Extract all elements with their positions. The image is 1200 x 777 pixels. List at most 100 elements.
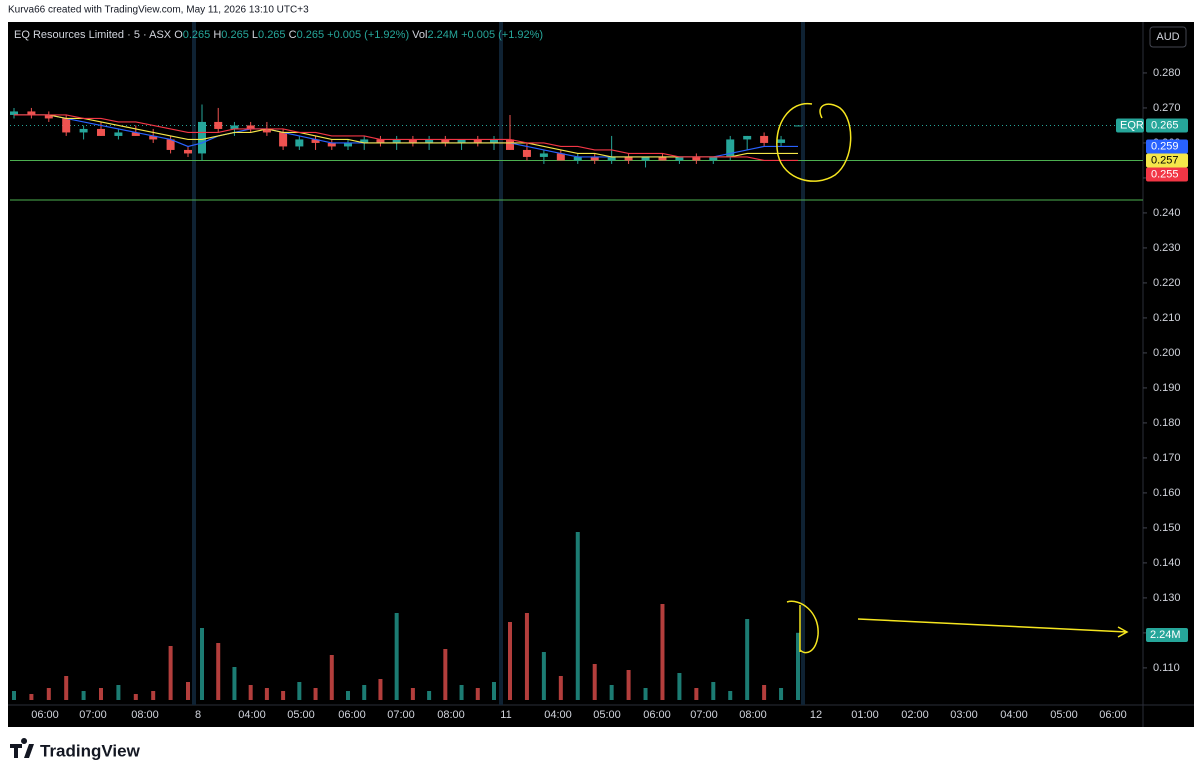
- volume-bar: [541, 652, 546, 700]
- candle-body: [279, 132, 288, 147]
- x-tick-label: 06:00: [643, 709, 671, 721]
- volume-bar: [264, 688, 269, 700]
- y-tick-label: 0.130: [1153, 592, 1181, 604]
- candle-body: [777, 139, 786, 143]
- chart-panel: [8, 22, 1194, 727]
- x-tick-label: 8: [195, 709, 201, 721]
- legend-value: 0.265: [183, 29, 211, 41]
- price-tag: [1146, 153, 1188, 168]
- legend-key: L: [252, 29, 258, 41]
- candle-body: [230, 125, 239, 129]
- legend-title: EQ Resources Limited · 5 · ASX: [14, 29, 172, 41]
- brand-name: TradingView: [40, 741, 141, 760]
- candle-body: [184, 149, 192, 154]
- y-tick-label: 0.230: [1153, 242, 1181, 254]
- volume-bar: [609, 685, 614, 700]
- candle-body: [726, 139, 735, 157]
- candle-body: [473, 139, 482, 143]
- volume-bar: [313, 688, 318, 700]
- volume-bar: [64, 676, 69, 700]
- candle-body: [709, 156, 718, 161]
- x-tick-label: 04:00: [238, 709, 266, 721]
- price-tag-label: 0.255: [1151, 168, 1179, 180]
- y-tick-label: 0.210: [1153, 312, 1181, 324]
- volume-bar: [728, 691, 733, 700]
- legend-change: +0.005 (+1.92%): [327, 29, 409, 41]
- x-tick-label: 01:00: [851, 709, 879, 721]
- session-dividers: [192, 22, 805, 705]
- candle-body: [295, 139, 304, 147]
- candle-body: [522, 149, 531, 157]
- bracket-annotation: [786, 600, 819, 654]
- x-tick-label: 11: [500, 709, 511, 721]
- candle-body: [408, 139, 417, 143]
- candle-body: [327, 142, 336, 147]
- y-tick-label: 0.110: [1153, 662, 1180, 674]
- price-tag-label: 0.265: [1151, 119, 1179, 131]
- session-divider: [192, 22, 196, 705]
- volume-bar: [116, 685, 121, 700]
- x-tick-label: 05:00: [593, 709, 621, 721]
- candle-body: [311, 139, 320, 143]
- volume-bar: [200, 628, 204, 700]
- price-tag-label: 0.259: [1151, 140, 1179, 152]
- volume-bar: [12, 691, 16, 700]
- volume-bar: [232, 667, 237, 700]
- y-tick-label: 0.200: [1153, 347, 1181, 359]
- y-tick-label: 0.280: [1153, 67, 1181, 79]
- candle-body: [62, 118, 71, 133]
- volume-bar: [524, 613, 529, 700]
- chart-layer: 0.2800.2700.2600.2500.2400.2300.2200.210…: [10, 29, 1188, 721]
- candle-body: [376, 139, 385, 143]
- legend-value: 0.265: [221, 29, 249, 41]
- volume-bar: [133, 694, 138, 700]
- volume-bar: [492, 682, 496, 700]
- y-tick-label: 0.220: [1153, 277, 1181, 289]
- legend-key: Vol: [412, 29, 427, 41]
- x-tick-label: 07:00: [387, 709, 415, 721]
- volume-bar: [346, 691, 350, 700]
- volume-bar: [711, 682, 716, 700]
- volume-bar: [508, 622, 512, 700]
- x-tick-label: 02:00: [901, 709, 929, 721]
- y-tick-label: 0.160: [1153, 487, 1181, 499]
- annotations: [776, 102, 1129, 654]
- candle-body: [506, 139, 514, 150]
- candle-body: [79, 128, 88, 133]
- candle-body: [27, 111, 36, 115]
- x-tick-label: 06:00: [31, 709, 59, 721]
- brand: TradingView: [10, 738, 141, 760]
- volume-bar: [29, 694, 34, 700]
- volume-bar: [281, 691, 286, 700]
- legend-value: 0.265: [297, 29, 325, 41]
- candle-body: [658, 156, 667, 161]
- volume-bar: [558, 676, 563, 700]
- candle-body: [607, 156, 616, 161]
- candle-body: [573, 156, 582, 161]
- legend-value: 0.265: [258, 29, 286, 41]
- volume-bar: [592, 664, 597, 700]
- candle-body: [360, 139, 369, 143]
- currency: AUD: [1156, 31, 1179, 43]
- volume-bar: [427, 691, 432, 700]
- candle-body: [624, 156, 633, 161]
- volume-bar: [796, 632, 800, 700]
- legend-key: H: [213, 29, 221, 41]
- price-tag: [1146, 139, 1188, 154]
- currency-button[interactable]: [1149, 26, 1187, 48]
- y-tick-label: 0.240: [1153, 207, 1181, 219]
- volume-bar: [248, 685, 253, 700]
- candle-body: [590, 156, 599, 161]
- x-tick-label: 04:00: [544, 709, 572, 721]
- volume-bar: [626, 670, 631, 700]
- legend: EQ Resources Limited · 5 · ASX O0.265 H0…: [14, 29, 543, 41]
- candle-body: [262, 128, 271, 133]
- volume-bar: [216, 643, 221, 700]
- x-tick-label: 05:00: [287, 709, 315, 721]
- volume-bar: [475, 688, 480, 700]
- volume-bar: [168, 646, 173, 700]
- price-tag: [1146, 118, 1188, 133]
- candle-body: [457, 139, 466, 143]
- price-tag-label: 0.257: [1151, 154, 1179, 166]
- attribution: Kurva66 created with TradingView.com, Ma…: [8, 5, 309, 16]
